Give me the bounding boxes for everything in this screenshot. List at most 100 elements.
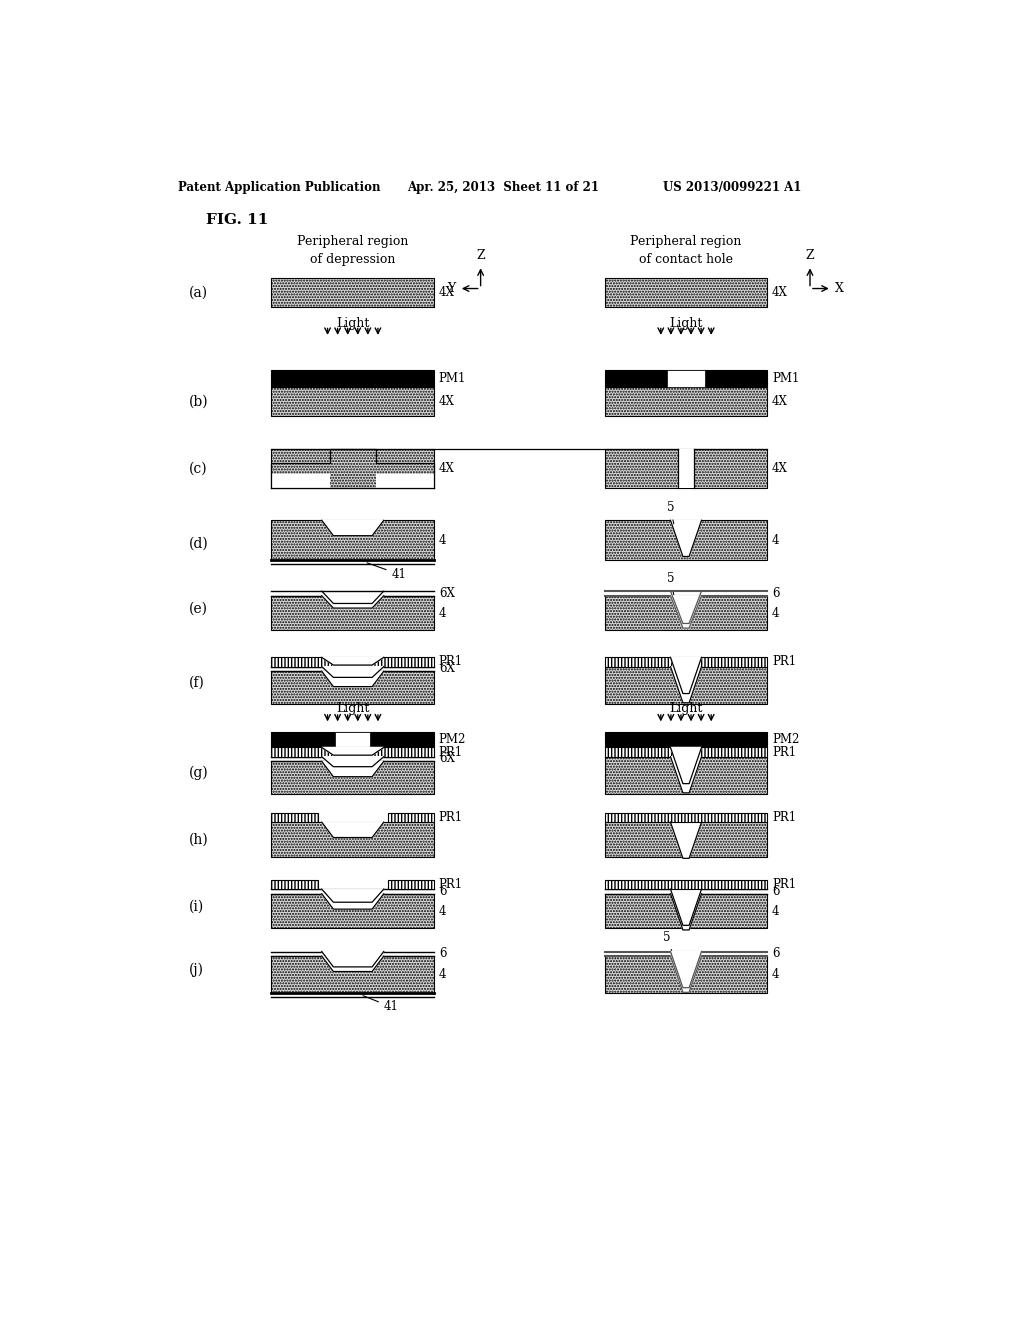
Text: 6X: 6X <box>438 587 455 601</box>
Polygon shape <box>671 667 701 702</box>
Text: Z: Z <box>806 249 814 263</box>
Text: (d): (d) <box>188 537 208 552</box>
Polygon shape <box>671 756 701 793</box>
Text: PM2: PM2 <box>438 733 466 746</box>
Text: 6: 6 <box>438 884 446 898</box>
Text: 6: 6 <box>772 948 779 961</box>
Text: 4X: 4X <box>438 286 455 298</box>
Polygon shape <box>322 671 384 686</box>
Text: X: X <box>835 282 844 296</box>
Bar <box>271 733 434 747</box>
Bar <box>604 733 767 747</box>
Text: 4: 4 <box>772 607 779 619</box>
Bar <box>271 387 434 416</box>
Bar <box>604 657 767 667</box>
Bar <box>271 762 434 793</box>
Polygon shape <box>322 756 384 767</box>
Bar <box>271 277 434 308</box>
Text: 4: 4 <box>772 904 779 917</box>
Text: 4: 4 <box>438 968 446 981</box>
Text: PM2: PM2 <box>772 733 800 746</box>
Text: PR1: PR1 <box>772 656 796 668</box>
Text: 4: 4 <box>438 533 446 546</box>
Polygon shape <box>322 667 384 677</box>
Bar <box>604 370 767 387</box>
Bar <box>271 657 434 667</box>
Text: Peripheral region
of depression: Peripheral region of depression <box>297 235 409 267</box>
Polygon shape <box>322 520 384 536</box>
Text: Patent Application Publication: Patent Application Publication <box>178 181 381 194</box>
Bar <box>604 894 767 928</box>
Polygon shape <box>671 520 701 557</box>
Text: 4: 4 <box>772 968 779 981</box>
Text: PR1: PR1 <box>438 746 463 759</box>
Polygon shape <box>671 894 701 929</box>
Text: (j): (j) <box>188 962 204 977</box>
Text: 4: 4 <box>772 533 779 546</box>
Polygon shape <box>322 762 384 776</box>
Bar <box>271 956 434 993</box>
Bar <box>604 595 767 631</box>
Bar <box>388 880 434 890</box>
Bar <box>604 747 767 756</box>
Polygon shape <box>322 747 384 755</box>
Text: 6: 6 <box>772 587 779 601</box>
Bar <box>604 813 767 822</box>
Text: Apr. 25, 2013  Sheet 11 of 21: Apr. 25, 2013 Sheet 11 of 21 <box>407 181 599 194</box>
Bar <box>604 956 767 993</box>
Text: PR1: PR1 <box>438 810 463 824</box>
Bar <box>604 667 767 704</box>
Text: 4: 4 <box>438 904 446 917</box>
Text: Z: Z <box>476 249 485 263</box>
Polygon shape <box>322 657 384 665</box>
Text: Y: Y <box>447 282 456 296</box>
Bar <box>604 520 767 561</box>
Text: 6X: 6X <box>438 752 455 766</box>
Bar <box>604 880 767 890</box>
Bar <box>271 449 434 488</box>
Bar <box>604 822 767 857</box>
Text: (h): (h) <box>188 833 208 846</box>
Bar <box>271 520 434 561</box>
Text: FIG. 11: FIG. 11 <box>206 213 268 227</box>
Bar <box>376 474 434 488</box>
Bar <box>271 813 317 822</box>
Text: 4X: 4X <box>438 395 455 408</box>
Polygon shape <box>671 890 701 925</box>
Text: (g): (g) <box>188 766 208 780</box>
Text: 6: 6 <box>438 948 446 961</box>
Text: 4: 4 <box>438 607 446 619</box>
Polygon shape <box>322 952 384 966</box>
Polygon shape <box>322 956 384 972</box>
Text: 6: 6 <box>772 884 779 898</box>
Polygon shape <box>671 657 701 693</box>
Bar <box>604 387 767 416</box>
Bar <box>667 370 706 387</box>
Text: PR1: PR1 <box>772 746 796 759</box>
Bar <box>271 671 434 704</box>
Text: (i): (i) <box>188 899 204 913</box>
Text: PR1: PR1 <box>438 878 463 891</box>
Polygon shape <box>671 956 701 993</box>
Polygon shape <box>671 952 701 987</box>
Text: 4X: 4X <box>438 462 455 475</box>
Text: 5: 5 <box>667 573 674 594</box>
Text: 5: 5 <box>663 931 674 956</box>
Polygon shape <box>671 595 701 628</box>
Text: PM1: PM1 <box>772 372 800 385</box>
Bar <box>271 595 434 631</box>
Bar <box>678 449 693 488</box>
Bar <box>335 733 371 747</box>
Bar <box>271 822 434 857</box>
Bar <box>271 894 434 928</box>
Text: (e): (e) <box>188 602 208 615</box>
Text: (c): (c) <box>188 462 207 475</box>
Polygon shape <box>322 822 384 838</box>
Polygon shape <box>671 822 701 858</box>
Text: 4X: 4X <box>772 286 787 298</box>
Text: PR1: PR1 <box>772 878 796 891</box>
Text: 6X: 6X <box>438 663 455 676</box>
Text: PR1: PR1 <box>772 810 796 824</box>
Text: US 2013/0099221 A1: US 2013/0099221 A1 <box>663 181 801 194</box>
Text: (f): (f) <box>188 676 205 690</box>
